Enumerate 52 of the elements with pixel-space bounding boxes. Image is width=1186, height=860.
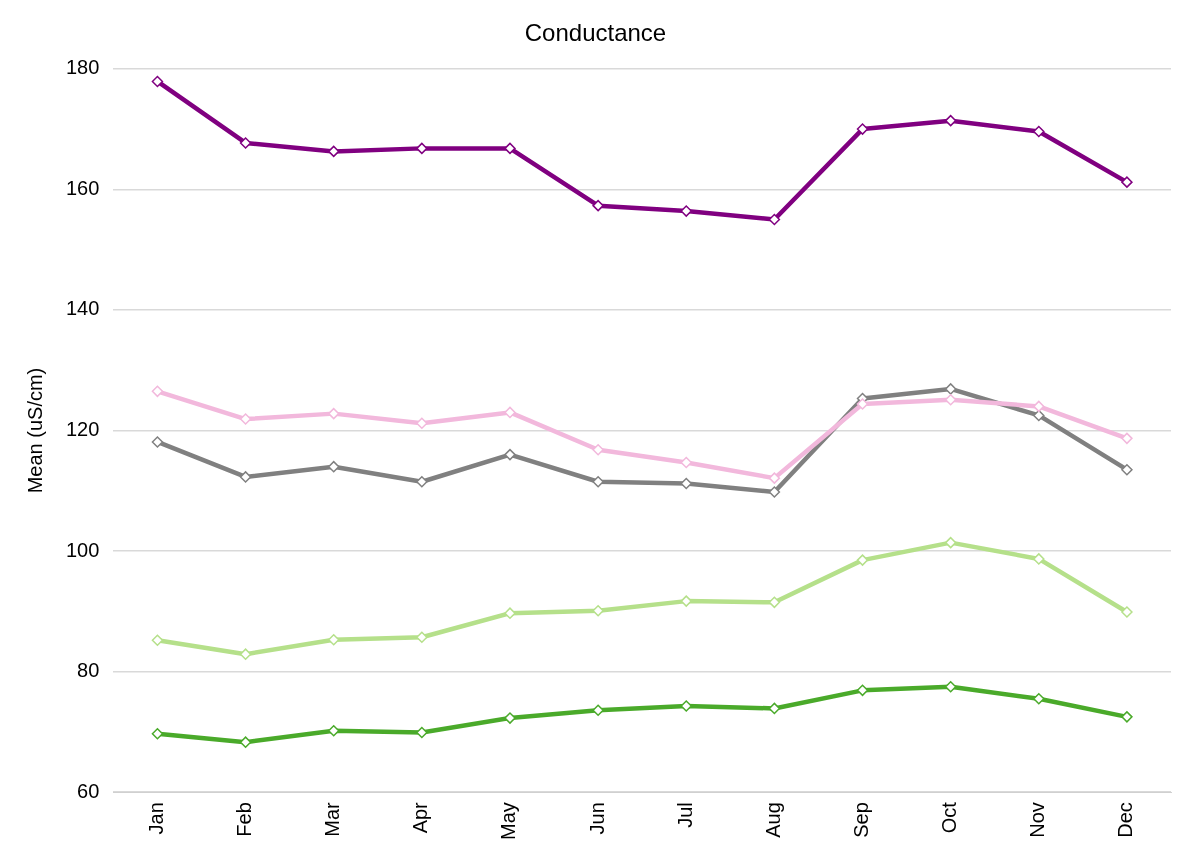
point	[1121, 606, 1133, 618]
point	[239, 471, 252, 483]
x-tick-label: Apr	[409, 801, 432, 834]
point	[504, 448, 516, 461]
x-tick-label: Aug	[761, 802, 784, 838]
point	[1121, 176, 1133, 188]
point	[1033, 693, 1045, 705]
x-tick-label: Dec	[1114, 802, 1137, 838]
y-axis-title: Mean (uS/cm)	[23, 367, 46, 494]
x-tick-label: Jun	[585, 802, 608, 835]
point	[592, 199, 604, 212]
point	[416, 726, 428, 739]
x-tick-label: May	[497, 802, 520, 841]
point	[856, 123, 869, 135]
point	[768, 472, 781, 484]
point	[768, 486, 781, 498]
point	[1033, 553, 1045, 565]
x-tick-label: Jan	[144, 802, 167, 835]
point	[151, 75, 164, 88]
y-tick-label: 160	[65, 176, 100, 199]
y-tick-label: 180	[65, 56, 100, 79]
point	[1121, 711, 1133, 723]
point	[592, 704, 604, 716]
point	[239, 137, 252, 149]
x-tick-label: Oct	[938, 801, 961, 834]
point	[416, 142, 428, 155]
point	[239, 648, 252, 660]
point	[1033, 400, 1045, 413]
x-tick-label: Jul	[673, 802, 696, 828]
point	[504, 142, 516, 155]
x-tick-label: Nov	[1026, 802, 1049, 838]
y-tick-label: 80	[77, 659, 100, 682]
point	[504, 712, 516, 724]
y-tick-label: 140	[65, 297, 100, 320]
point	[151, 436, 164, 448]
y-tick-label: 120	[65, 418, 100, 441]
x-tick-label: Sep	[850, 802, 873, 838]
y-tick-label: 60	[77, 779, 100, 802]
point	[944, 536, 957, 549]
point	[504, 406, 516, 419]
point	[856, 554, 869, 566]
point	[151, 385, 164, 398]
point	[1121, 463, 1133, 476]
chart-title: Conductance	[524, 19, 667, 47]
y-tick-label: 100	[65, 538, 100, 561]
x-tick-label: Mar	[321, 801, 344, 837]
point	[416, 631, 428, 644]
point	[1033, 125, 1045, 138]
point	[1121, 432, 1133, 445]
point	[416, 476, 428, 488]
point	[592, 476, 604, 488]
x-tick-label: Feb	[233, 802, 256, 837]
